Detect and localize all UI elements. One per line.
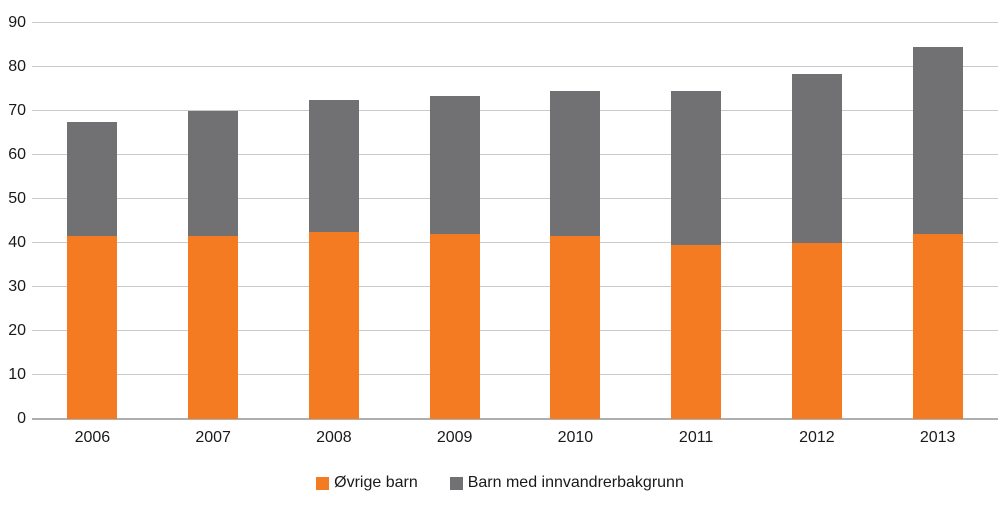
- gridline: [32, 66, 998, 67]
- legend-swatch-icon: [449, 476, 463, 490]
- y-tick-label: 30: [8, 278, 26, 295]
- bar-2008: [308, 100, 359, 419]
- bar-segment-innvandrerbakgrunn: [429, 95, 480, 235]
- bar-segment-innvandrerbakgrunn: [550, 91, 601, 237]
- bar-2011: [671, 91, 722, 419]
- x-tick-label: 2013: [919, 429, 956, 446]
- legend-item-ovrige-barn: Øvrige barn: [316, 474, 418, 492]
- bar-segment-innvandrerbakgrunn: [308, 100, 359, 232]
- y-tick-label: 0: [17, 410, 26, 427]
- x-tick-label: 2009: [436, 429, 473, 446]
- x-tick-label: 2011: [678, 429, 714, 446]
- bar-segment-ovrige-barn: [308, 232, 359, 419]
- bar-2009: [429, 95, 480, 419]
- legend-item-innvandrerbakgrunn: Barn med innvandrerbakgrunn: [449, 474, 684, 492]
- bar-2007: [188, 111, 239, 419]
- bar-segment-ovrige-barn: [550, 236, 601, 419]
- plot-area: [32, 22, 998, 420]
- y-tick-label: 20: [8, 322, 26, 339]
- gridline: [32, 198, 998, 199]
- gridline: [32, 22, 998, 23]
- bar-segment-ovrige-barn: [67, 236, 118, 419]
- bar-2010: [550, 91, 601, 419]
- bar-segment-ovrige-barn: [429, 234, 480, 419]
- bar-2006: [67, 122, 118, 419]
- y-tick-label: 60: [8, 146, 26, 163]
- bar-segment-innvandrerbakgrunn: [791, 73, 842, 243]
- x-tick-label: 2010: [557, 429, 594, 446]
- legend-swatch-icon: [316, 476, 330, 490]
- x-tick-label: 2006: [74, 429, 111, 446]
- bar-segment-ovrige-barn: [671, 245, 722, 419]
- bar-segment-ovrige-barn: [791, 243, 842, 419]
- legend-label: Barn med innvandrerbakgrunn: [467, 474, 684, 491]
- gridline: [32, 110, 998, 111]
- x-tick-label: 2007: [195, 429, 231, 446]
- y-tick-label: 40: [8, 234, 26, 251]
- y-tick-label: 50: [8, 190, 26, 207]
- y-tick-label: 10: [8, 366, 26, 383]
- x-tick-label: 2012: [799, 429, 835, 446]
- legend: Øvrige barn Barn med innvandrerbakgrunn: [0, 474, 1000, 492]
- x-tick-label: 2008: [316, 429, 352, 446]
- bar-segment-ovrige-barn: [912, 234, 963, 419]
- bar-segment-innvandrerbakgrunn: [912, 47, 963, 235]
- gridline: [32, 154, 998, 155]
- gridline: [32, 374, 998, 375]
- gridline: [32, 242, 998, 243]
- gridline: [32, 330, 998, 331]
- bar-segment-innvandrerbakgrunn: [67, 122, 118, 237]
- bar-2013: [912, 47, 963, 419]
- y-tick-label: 70: [8, 102, 26, 119]
- x-axis-line: [32, 418, 998, 420]
- gridline: [32, 286, 998, 287]
- bar-segment-innvandrerbakgrunn: [188, 111, 239, 237]
- y-tick-label: 80: [8, 58, 26, 75]
- y-tick-label: 90: [8, 14, 26, 31]
- bar-segment-ovrige-barn: [188, 236, 239, 419]
- legend-label: Øvrige barn: [334, 474, 418, 491]
- bar-segment-innvandrerbakgrunn: [671, 91, 722, 246]
- bar-2012: [791, 73, 842, 419]
